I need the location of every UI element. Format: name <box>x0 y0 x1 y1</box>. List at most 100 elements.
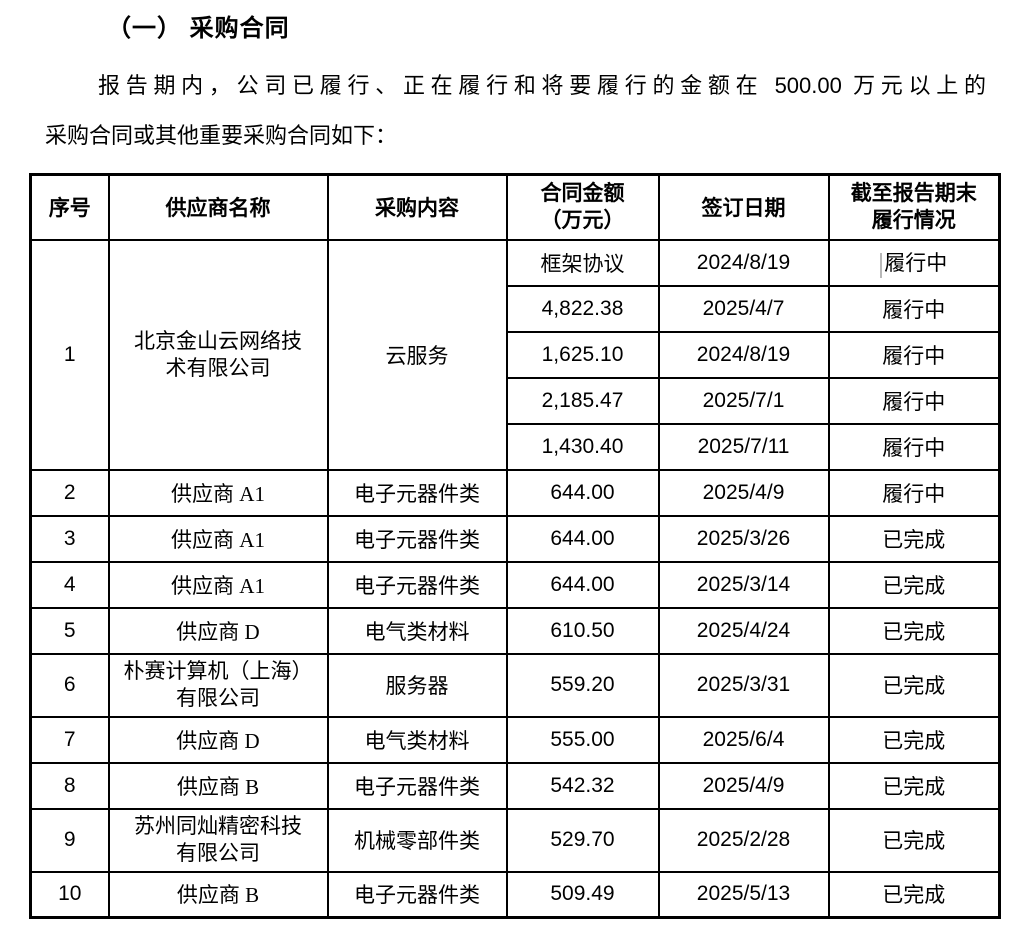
date-cell: 2024/8/19 <box>657 330 830 379</box>
supplier-cell: 北京金山云网络技 术有限公司 <box>107 238 329 471</box>
status-cell: 已完成 <box>827 652 1001 718</box>
seq-cell: 7 <box>29 715 110 764</box>
content-cell: 电子元器件类 <box>326 761 508 810</box>
status-cell: 已完成 <box>827 715 1001 764</box>
text-cursor <box>880 252 883 278</box>
supplier-cell: 供应商 B <box>107 870 329 919</box>
seq-cell: 8 <box>29 761 110 810</box>
seq-cell: 6 <box>29 652 110 718</box>
date-cell: 2025/6/4 <box>657 715 830 764</box>
status-cell: 履行中 <box>827 376 1001 425</box>
supplier-cell: 供应商 A1 <box>107 560 329 609</box>
status-cell: 已完成 <box>827 807 1001 873</box>
table-row: 6 朴赛计算机（上海） 有限公司 服务器 559.20 2025/3/31 已完成 <box>29 652 1001 718</box>
table-row: 2 供应商 A1 电子元器件类 644.00 2025/4/9 履行中 <box>29 468 1001 517</box>
status-cell: 已完成 <box>827 514 1001 563</box>
date-cell: 2025/7/1 <box>657 376 830 425</box>
seq-cell: 9 <box>29 807 110 873</box>
intro-paragraph: 报告期内，公司已履行、正在履行和将要履行的金额在 500.00 万元以上的 采购… <box>45 61 986 161</box>
supplier-cell: 供应商 B <box>107 761 329 810</box>
content-cell: 服务器 <box>326 652 508 718</box>
date-cell: 2025/4/24 <box>657 606 830 655</box>
seq-cell: 2 <box>29 468 110 517</box>
amount-cell: 1,430.40 <box>505 422 660 471</box>
seq-cell: 5 <box>29 606 110 655</box>
amount-cell: 529.70 <box>505 807 660 873</box>
status-cell: 已完成 <box>827 870 1001 919</box>
content-cell: 电子元器件类 <box>326 870 508 919</box>
date-cell: 2025/7/11 <box>657 422 830 471</box>
header-supplier: 供应商名称 <box>107 173 329 241</box>
header-amount: 合同金额 （万元） <box>505 173 660 241</box>
content-cell: 电气类材料 <box>326 715 508 764</box>
table-row: 1 北京金山云网络技 术有限公司 云服务 框架协议 2024/8/19 履行中 <box>29 238 1001 471</box>
header-content: 采购内容 <box>326 173 508 241</box>
supplier-cell: 供应商 A1 <box>107 468 329 517</box>
status-cell: 已完成 <box>827 560 1001 609</box>
table-row: 10 供应商 B 电子元器件类 509.49 2025/5/13 已完成 <box>29 870 1001 919</box>
date-cell: 2024/8/19 <box>657 238 830 287</box>
table-header-row: 序号 供应商名称 采购内容 合同金额 （万元） 签订日期 截至报告期末 履行情况 <box>29 173 1001 241</box>
date-cell: 2025/5/13 <box>657 870 830 919</box>
seq-cell: 4 <box>29 560 110 609</box>
seq-cell: 10 <box>29 870 110 919</box>
date-cell: 2025/4/7 <box>657 284 830 333</box>
content-cell: 机械零部件类 <box>326 807 508 873</box>
header-seq: 序号 <box>29 173 110 241</box>
header-date: 签订日期 <box>657 173 830 241</box>
status-cell: 履行中 <box>827 422 1001 471</box>
table-row: 9 苏州同灿精密科技 有限公司 机械零部件类 529.70 2025/2/28 已… <box>29 807 1001 873</box>
amount-cell: 2,185.47 <box>505 376 660 425</box>
supplier-cell: 供应商 D <box>107 606 329 655</box>
section-heading: （一） 采购合同 <box>107 15 290 42</box>
date-cell: 2025/2/28 <box>657 807 830 873</box>
amount-cell: 644.00 <box>505 468 660 517</box>
table-row: 3 供应商 A1 电子元器件类 644.00 2025/3/26 已完成 <box>29 514 1001 563</box>
date-cell: 2025/3/26 <box>657 514 830 563</box>
supplier-cell: 朴赛计算机（上海） 有限公司 <box>107 652 329 718</box>
paragraph-text-pre: 报告期内，公司已履行、正在履行和将要履行的金额在 <box>98 73 775 98</box>
date-cell: 2025/4/9 <box>657 761 830 810</box>
amount-cell: 610.50 <box>505 606 660 655</box>
seq-cell: 1 <box>29 238 110 471</box>
supplier-cell: 供应商 D <box>107 715 329 764</box>
status-cell: 履行中 <box>827 284 1001 333</box>
status-cell: 履行中 <box>827 238 1001 287</box>
supplier-cell: 供应商 A1 <box>107 514 329 563</box>
table-subrow: 2,185.47 2025/7/1 履行中 <box>31 376 1001 425</box>
amount-cell: 509.49 <box>505 870 660 919</box>
threshold-amount: 500.00 <box>774 73 842 98</box>
table-row: 8 供应商 B 电子元器件类 542.32 2025/4/9 已完成 <box>29 761 1001 810</box>
seq-cell: 3 <box>29 514 110 563</box>
status-cell: 履行中 <box>827 468 1001 517</box>
paragraph-line-2: 采购合同或其他重要采购合同如下： <box>45 123 398 148</box>
procurement-contracts-table: 序号 供应商名称 采购内容 合同金额 （万元） 签订日期 截至报告期末 履行情况 1… <box>29 173 1001 919</box>
table-subrow: 4,822.38 2025/4/7 履行中 <box>31 284 1001 333</box>
paragraph-text-post: 万元以上的 <box>841 73 986 98</box>
table-row: 5 供应商 D 电气类材料 610.50 2025/4/24 已完成 <box>29 606 1001 655</box>
date-cell: 2025/3/14 <box>657 560 830 609</box>
date-cell: 2025/3/31 <box>657 652 830 718</box>
content-cell: 电子元器件类 <box>326 560 508 609</box>
amount-cell: 1,625.10 <box>505 330 660 379</box>
amount-cell: 框架协议 <box>505 238 660 287</box>
amount-cell: 644.00 <box>505 560 660 609</box>
date-cell: 2025/4/9 <box>657 468 830 517</box>
amount-cell: 542.32 <box>505 761 660 810</box>
table-subrow: 1,430.40 2025/7/11 履行中 <box>31 422 1001 471</box>
header-status: 截至报告期末 履行情况 <box>827 173 1001 241</box>
content-cell: 电气类材料 <box>326 606 508 655</box>
amount-cell: 555.00 <box>505 715 660 764</box>
table-subrow: 1,625.10 2024/8/19 履行中 <box>31 330 1001 379</box>
table-row: 4 供应商 A1 电子元器件类 644.00 2025/3/14 已完成 <box>29 560 1001 609</box>
amount-cell: 559.20 <box>505 652 660 718</box>
table-row: 7 供应商 D 电气类材料 555.00 2025/6/4 已完成 <box>29 715 1001 764</box>
content-cell: 云服务 <box>326 238 508 471</box>
supplier-cell: 苏州同灿精密科技 有限公司 <box>107 807 329 873</box>
content-cell: 电子元器件类 <box>326 468 508 517</box>
status-cell: 已完成 <box>827 606 1001 655</box>
status-cell: 履行中 <box>827 330 1001 379</box>
status-cell: 已完成 <box>827 761 1001 810</box>
amount-cell: 644.00 <box>505 514 660 563</box>
